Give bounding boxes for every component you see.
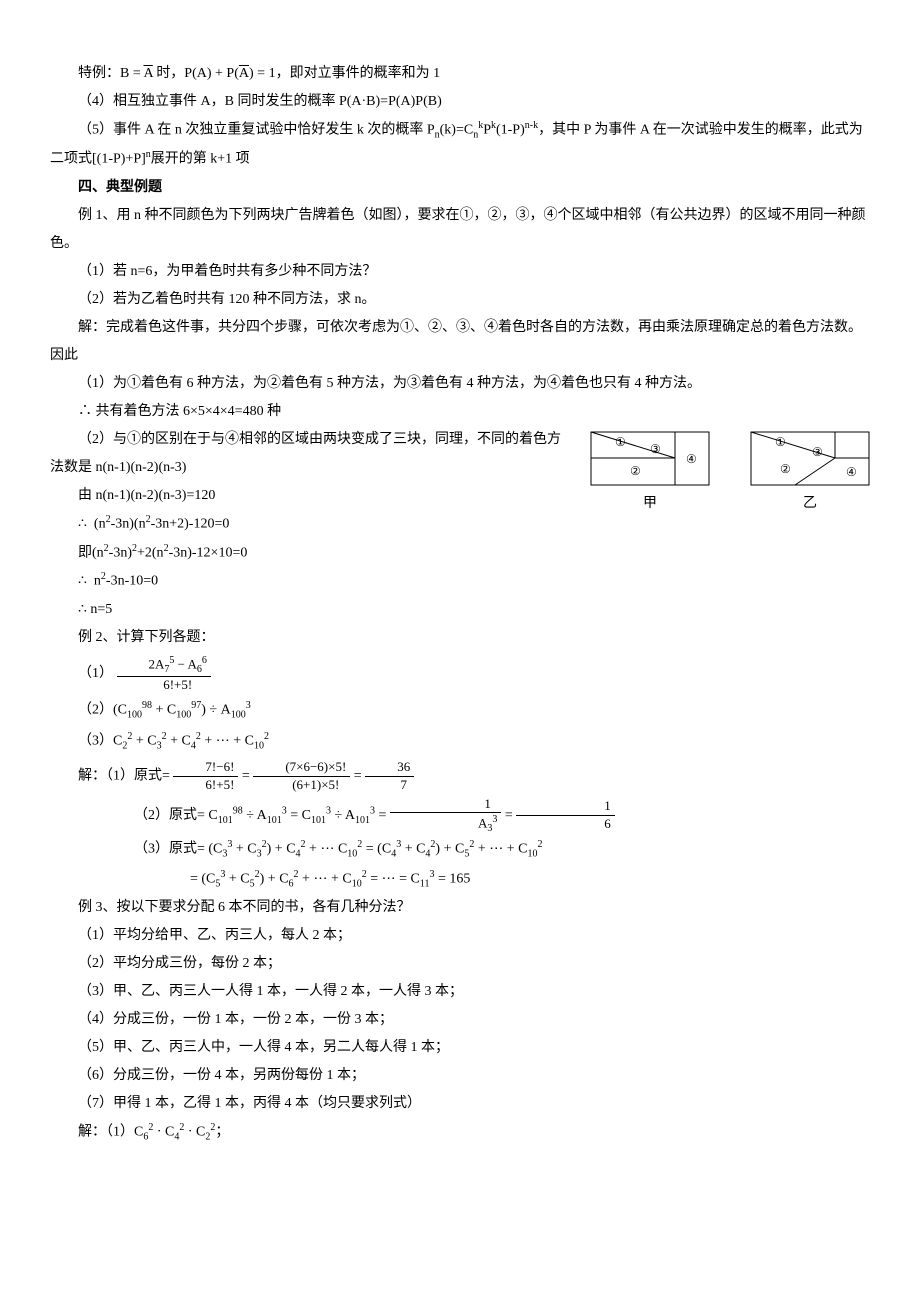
diagram-jia: ① ③ ② ④ 甲	[590, 431, 710, 518]
document-content: 特例：B = A 时，P(A) + P(A) = 1，即对立事件的概率和为 1 …	[50, 60, 870, 1148]
label-jia: 甲	[590, 490, 710, 518]
ex2-intro: 例 2、计算下列各题：	[50, 624, 870, 652]
region-2: ②	[630, 464, 641, 478]
ex2-q3: （3）C22 + C32 + C42 + ⋯ + C102	[50, 727, 870, 756]
sol1-f3-den: 7	[365, 777, 414, 794]
ex3-q2: （2）平均分成三份，每份 2 本；	[50, 950, 870, 978]
ex3-q6: （6）分成三份，一份 4 本，另两份每份 1 本；	[50, 1062, 870, 1090]
region-1-yi: ①	[775, 435, 786, 449]
ex3-q5: （5）甲、乙、丙三人中，一人得 4 本，另二人每人得 1 本；	[50, 1034, 870, 1062]
ex2-q1-den: 6!+5!	[117, 677, 211, 694]
ex1-sol1a: （1）为①着色有 6 种方法，为②着色有 5 种方法，为③着色有 4 种方法，为…	[50, 370, 870, 398]
ex1-q1: （1）若 n=6，为甲着色时共有多少种不同方法？	[50, 258, 870, 286]
point-4: （4）相互独立事件 A，B 同时发生的概率 P(A·B)=P(A)P(B)	[50, 88, 870, 116]
ex2-q1: （1） 2A75 − A666!+5!	[50, 654, 870, 694]
diagram-jia-svg: ① ③ ② ④	[590, 431, 710, 486]
ex1-intro: 例 1、用 n 种不同颜色为下列两块广告牌着色（如图），要求在①，②，③，④个区…	[50, 202, 870, 258]
label-yi: 乙	[750, 490, 870, 518]
special-case-line: 特例：B = A 时，P(A) + P(A) = 1，即对立事件的概率和为 1	[50, 60, 870, 88]
sol1-f2-num: (7×6−6)×5!	[253, 759, 350, 777]
ex2-sol1: 解：（1）原式= 7!−6!6!+5! = (7×6−6)×5!(6+1)×5!…	[50, 759, 870, 794]
ex3-q4: （4）分成三份，一份 1 本，一份 2 本，一份 3 本；	[50, 1006, 870, 1034]
region-4: ④	[686, 452, 697, 466]
ex3-q7: （7）甲得 1 本，乙得 1 本，丙得 4 本（均只要求列式）	[50, 1090, 870, 1118]
ex1-sol2d: 即(n2-3n)2+2(n2-3n)-12×10=0	[50, 539, 870, 568]
region-3-yi: ③	[812, 445, 823, 459]
ex2-q1-prefix: （1）	[78, 666, 113, 681]
diagram-yi: ① ③ ② ④ 乙	[750, 431, 870, 518]
region-1: ①	[615, 435, 626, 449]
ex3-q1: （1）平均分给甲、乙、丙三人，每人 2 本；	[50, 922, 870, 950]
ex1-sol-intro: 解：完成着色这件事，共分四个步骤，可依次考虑为①、②、③、④着色时各自的方法数，…	[50, 314, 870, 370]
sol1-f3-num: 36	[365, 759, 414, 777]
sol2-f1-num: 1	[390, 796, 501, 814]
ex3-intro: 例 3、按以下要求分配 6 本不同的书，各有几种分法？	[50, 894, 870, 922]
diagram-container: ① ③ ② ④ 甲 ① ③	[590, 431, 870, 518]
region-2-yi: ②	[780, 462, 791, 476]
region-3: ③	[650, 442, 661, 456]
ex3-q3: （3）甲、乙、丙三人一人得 1 本，一人得 2 本，一人得 3 本；	[50, 978, 870, 1006]
sol1-f2-den: (6+1)×5!	[253, 777, 350, 794]
ex2-q2: （2）(C10098 + C10097) ÷ A1003	[50, 696, 870, 725]
sol1-f1-num: 7!−6!	[173, 759, 238, 777]
sol1-f1-den: 6!+5!	[173, 777, 238, 794]
ex2-sol3-line1: （3）原式= (C33 + C32) + C42 + ⋯ C102 = (C43…	[50, 835, 870, 864]
sol2-f2-den: 6	[516, 816, 615, 833]
ex2-sol2: （2）原式= C10198 ÷ A1013 = C1013 ÷ A1013 = …	[50, 796, 870, 836]
ex1-sol2e: ∴ n2-3n-10=0	[50, 567, 870, 596]
ex1-sol1b: ∴ 共有着色方法 6×5×4×4=480 种	[50, 398, 870, 426]
sol2-f2-num: 1	[516, 798, 615, 816]
ex1-q2: （2）若为乙着色时共有 120 种不同方法，求 n。	[50, 286, 870, 314]
diagram-yi-svg: ① ③ ② ④	[750, 431, 870, 486]
ex2-sol3-line2: = (C53 + C52) + C62 + ⋯ + C102 = ⋯ = C11…	[50, 865, 870, 894]
ex1-sol2f: ∴ n=5	[50, 596, 870, 624]
section-4-title: 四、典型例题	[50, 174, 870, 202]
point-5: （5）事件 A 在 n 次独立重复试验中恰好发生 k 次的概率 Pn(k)=Cn…	[50, 116, 870, 174]
ex3-sol1: 解：（1）C62 · C42 · C22；	[50, 1118, 870, 1147]
region-4-yi: ④	[846, 465, 857, 479]
